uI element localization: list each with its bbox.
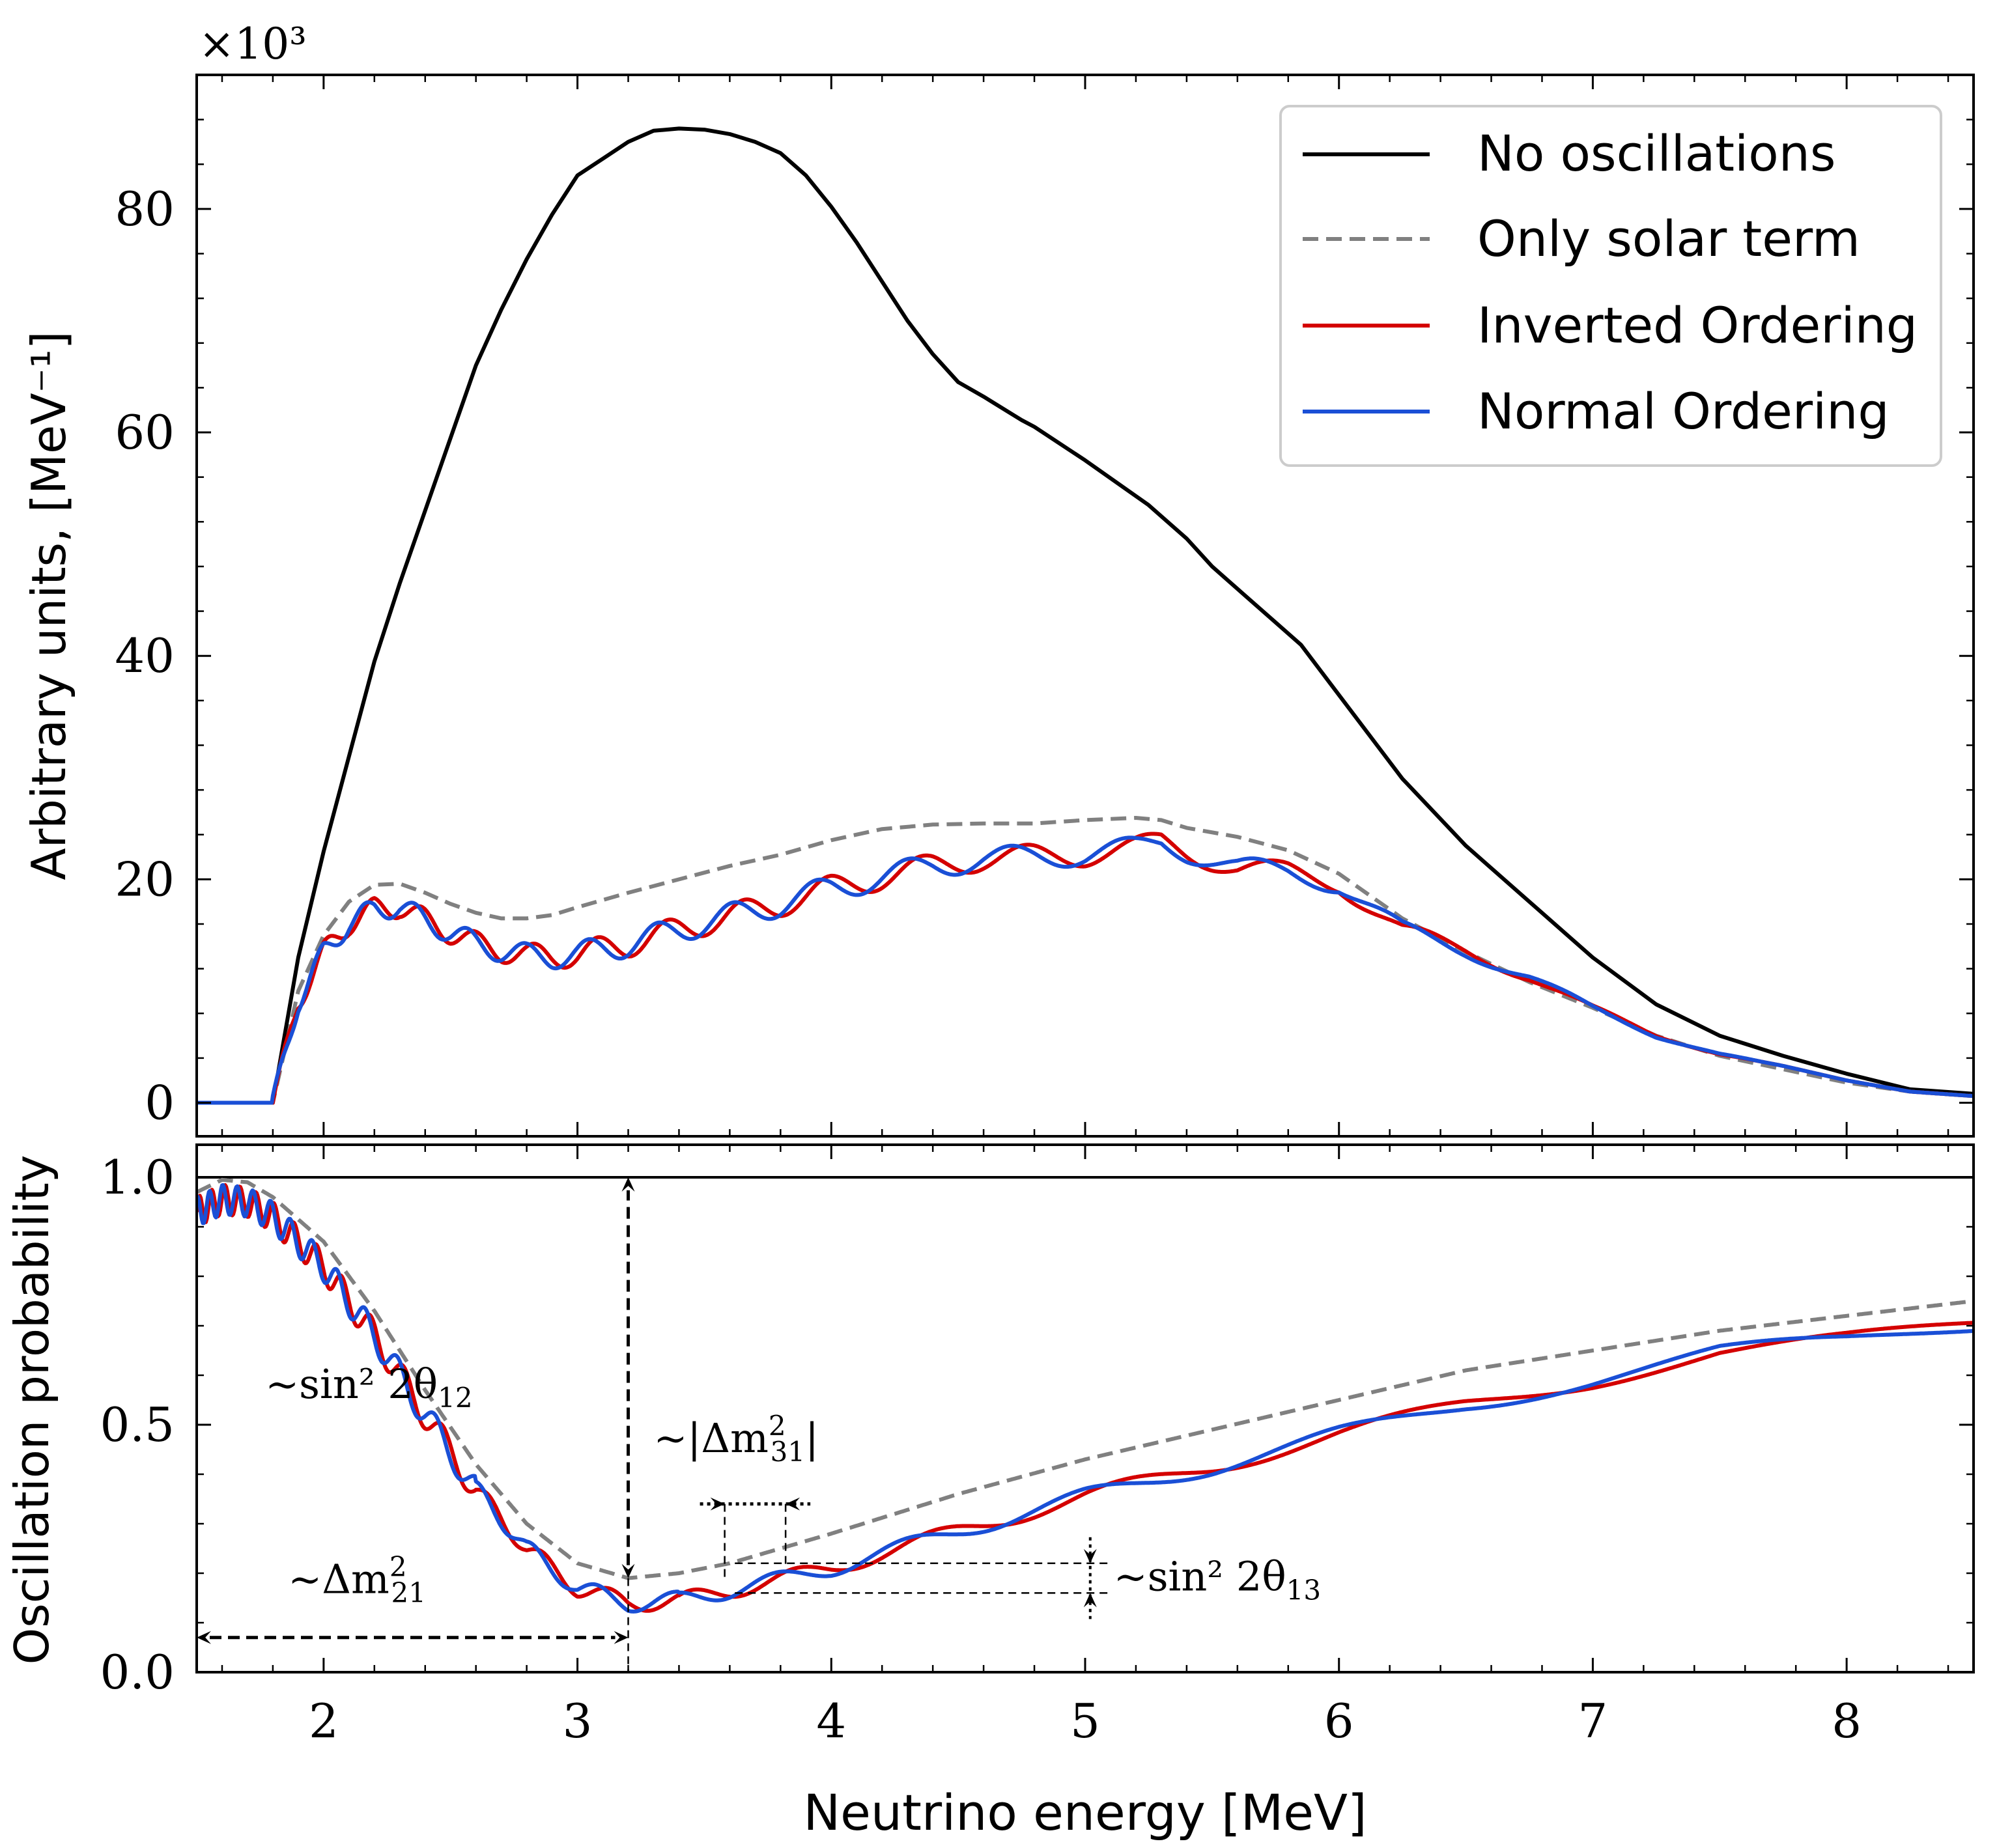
top-y-scale-label: ×10³ [199, 19, 307, 69]
legend: No oscillations Only solar term Inverted… [1279, 105, 1942, 467]
dm31-arrow-head-left [710, 1497, 725, 1511]
dm31-label: ~|Δm2 31| [653, 1410, 818, 1468]
x-tick-label: 3 [563, 1694, 593, 1748]
sin2-13-label: ~sin² 2θ13 [1114, 1553, 1321, 1606]
x-tick-label: 8 [1832, 1694, 1862, 1748]
legend-box [1279, 105, 1942, 467]
top-y-tick-label: 0 [145, 1076, 175, 1130]
top-y-axis-label: Arbitrary units, [MeV⁻¹] [21, 331, 76, 880]
top-series-inverted-ordering [197, 832, 1974, 1105]
bottom-y-axis-label: Oscillation probability [5, 1155, 59, 1665]
x-tick-label: 2 [309, 1694, 339, 1748]
top-y-tick-label: 80 [115, 182, 175, 236]
sin2-12-arrow-head-bottom [621, 1563, 635, 1578]
sin2-13-arrow-head-bottom [1083, 1593, 1097, 1608]
bottom-series-normal-ordering [197, 1183, 1974, 1614]
top-series-no-oscillations [197, 126, 1974, 1105]
sin2-12-label: ~sin² 2θ12 [265, 1360, 472, 1414]
top-y-tick-label: 60 [115, 405, 175, 460]
bottom-series-only-solar-term [197, 1177, 1974, 1580]
legend-label-no-oscillations: No oscillations [1477, 124, 1835, 182]
top-y-tick-label: 20 [115, 852, 175, 906]
x-tick-label: 7 [1578, 1694, 1608, 1748]
x-tick-label: 4 [816, 1694, 846, 1748]
x-tick-label: 6 [1324, 1694, 1354, 1748]
legend-label-normal: Normal Ordering [1477, 382, 1890, 440]
dm21-arrow-head-left [197, 1631, 211, 1644]
bottom-y-tick-label: 0.0 [100, 1645, 175, 1700]
top-y-tick-label: 40 [115, 628, 175, 683]
top-series-normal-ordering [197, 835, 1974, 1105]
sin2-12-arrow-head-top [621, 1177, 635, 1192]
top-series-only-solar-term [197, 816, 1974, 1105]
dm31-arrow-head-right [786, 1497, 800, 1511]
dm21-arrow-head-right [614, 1631, 629, 1644]
bottom-y-tick-label: 1.0 [100, 1150, 175, 1205]
bottom-series-inverted-ordering [197, 1183, 1974, 1613]
x-axis-label: Neutrino energy [MeV] [803, 1784, 1367, 1841]
sin2-13-arrow-head-top [1083, 1548, 1097, 1563]
dm21-label: ~Δm2 21 [288, 1550, 426, 1608]
legend-label-inverted: Inverted Ordering [1477, 296, 1918, 354]
legend-label-only-solar: Only solar term [1477, 210, 1860, 268]
x-tick-label: 5 [1070, 1694, 1100, 1748]
bottom-panel: ~sin² 2θ12 ~Δm2 21 ~|Δm2 31| ~sin² 2θ13 2 3 4 5 6… [5, 1143, 1975, 1841]
bottom-y-tick-label: 0.5 [100, 1397, 175, 1452]
